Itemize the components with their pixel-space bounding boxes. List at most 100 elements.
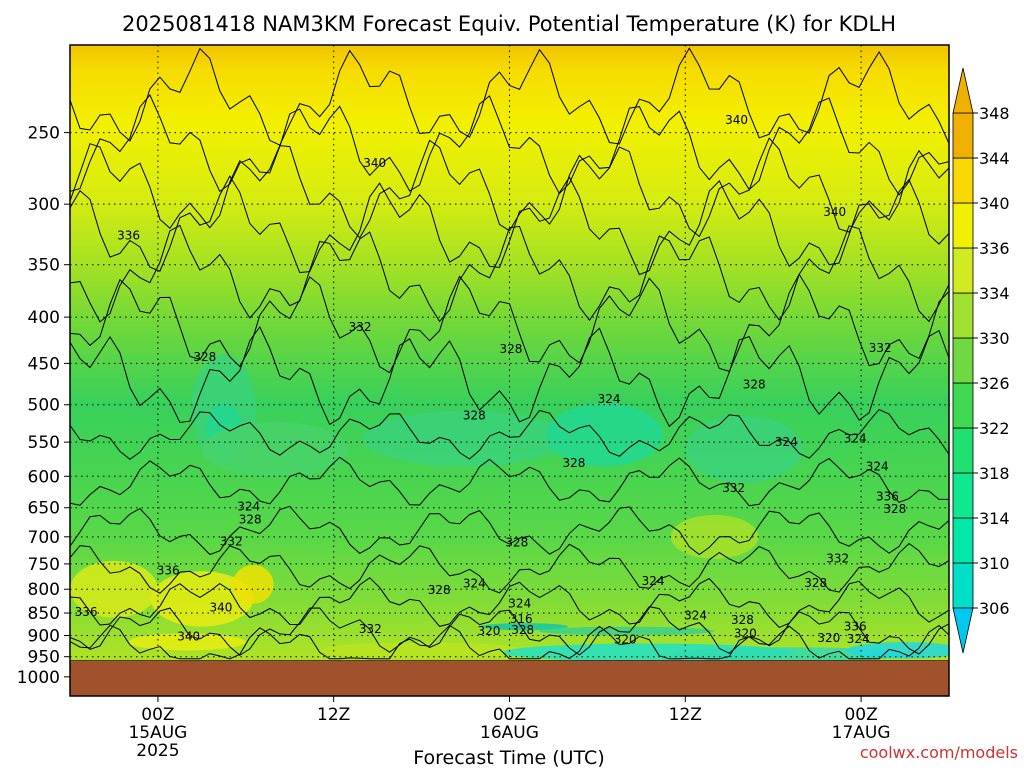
x-tick-label: 00Z [844,705,877,725]
x-tick-label: 16AUG [480,723,539,743]
x-tick-label: 00Z [141,705,174,725]
chart-title: 2025081418 NAM3KM Forecast Equiv. Potent… [122,12,896,36]
contour-label: 332 [722,481,745,495]
contour-line [70,456,949,507]
y-tick-label: 650 [28,499,60,519]
x-tick-label: 12Z [317,705,350,725]
contour-label: 320 [817,631,840,645]
contour-label: 324 [775,435,798,449]
contour-label: 324 [508,597,531,611]
contour-label: 328 [883,502,906,516]
field-feature [70,560,158,618]
contour-line [70,624,949,660]
field-feature [670,647,906,663]
credit-text: coolwx.com/models [860,743,1018,762]
contour-label: 328 [563,456,586,470]
contour-line [70,577,949,628]
y-tick-label: 350 [28,256,60,276]
contour-label: 336 [876,490,899,504]
colorbar-label: 326 [979,374,1010,393]
x-tick-label: 00Z [493,705,526,725]
contour-line [70,47,949,146]
contour-label: 332 [220,534,243,548]
y-tick-label: 450 [28,354,60,374]
colorbar-segment [952,472,974,519]
y-axis: 2503003504004505005506006507007508008509… [17,124,70,688]
contour-label: 324 [866,459,889,473]
colorbar-segment [952,292,974,339]
contour-label: 328 [511,623,534,637]
field-feature [363,410,569,467]
field-feature [201,422,349,477]
contour-label: 340 [725,113,748,127]
contour-label: 332 [349,320,372,334]
y-tick-label: 250 [28,124,60,144]
contour-label: 324 [844,432,867,446]
y-tick-label: 700 [28,528,60,548]
contour-line [70,408,949,460]
colorbar-segment [952,517,974,564]
field-feature [232,564,274,604]
y-tick-label: 600 [28,467,60,487]
contour-label: 328 [463,409,486,423]
field-feature [846,642,949,659]
contour-label: 316 [510,612,533,626]
contour-label: 340 [363,156,386,170]
contour-label: 340 [823,205,846,219]
contour-label: 328 [239,513,262,527]
contour-line [70,94,949,196]
colorbar-extend-top [952,67,974,114]
contour-label: 328 [743,378,766,392]
field-features [70,354,949,663]
contour-label: 328 [193,350,216,364]
y-tick-label: 500 [28,396,60,416]
colorbar-label: 310 [979,554,1010,573]
contour-label: 328 [428,583,451,597]
colorbar-label: 344 [979,149,1010,168]
x-tick-label: 12Z [669,705,702,725]
field-feature [480,623,569,631]
colorbar-label: 336 [979,239,1010,258]
plot-area: 3403403403363323323283283283283283283283… [70,45,949,696]
contour-label: 320 [614,632,637,646]
colorbar-segment [952,157,974,204]
contour-label: 320 [478,624,501,638]
y-tick-label: 900 [28,626,60,646]
y-tick-label: 1000 [17,668,60,688]
x-axis-title: Forecast Time (UTC) [413,747,604,768]
x-tick-label: 15AUG [128,723,187,743]
contour-label: 332 [359,622,382,636]
field-feature [128,633,246,651]
contour-label: 324 [847,632,870,646]
colorbar-segment [952,562,974,609]
contour-label: 324 [237,500,260,514]
contour-label: 336 [157,564,180,578]
contour-label: 336 [844,620,867,634]
y-tick-label: 550 [28,433,60,453]
y-tick-label: 800 [28,580,60,600]
x-tick-label: 17AUG [832,723,891,743]
contour-label: 324 [598,392,621,406]
contour-line [70,137,949,239]
colorbar: 306 310 314 318 322 326 330 334 336 340 344 348 [952,67,1010,654]
contour-label: 336 [75,605,98,619]
contour-label: 332 [869,341,892,355]
contour-label: 328 [500,342,523,356]
contour-label: 324 [463,576,486,590]
x-tick-label: 2025 [136,741,179,761]
contour-label: 336 [117,229,140,243]
colorbar-segment [952,202,974,249]
below-ground-area [70,660,949,696]
y-tick-label: 950 [28,648,60,668]
colorbar-label: 334 [979,284,1010,303]
contour-label: 328 [804,576,827,590]
contour-label: 324 [684,608,707,622]
contour-line [70,542,949,594]
contour-label: 340 [209,600,232,614]
field-feature [685,415,803,483]
y-tick-label: 850 [28,604,60,624]
colorbar-segment [952,247,974,294]
contour-label: 324 [642,574,665,588]
